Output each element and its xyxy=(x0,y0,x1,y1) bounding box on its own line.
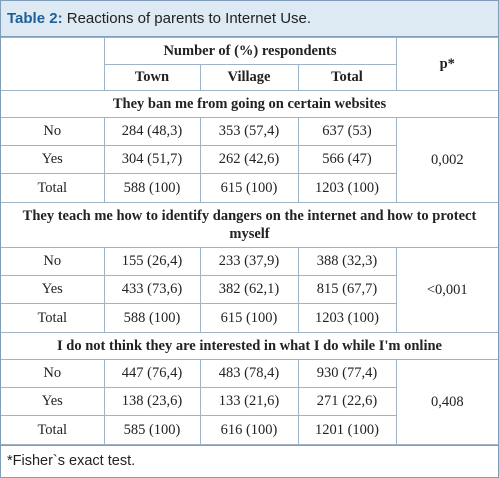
row-label: Total xyxy=(1,415,105,445)
cell: 284 (48,3) xyxy=(103,117,201,146)
section-heading: I do not think they are interested in wh… xyxy=(1,332,498,360)
data-row: No 155 (26,4) 233 (37,9) 388 (32,3) <0,001 xyxy=(1,247,498,333)
cell: 588 (100) xyxy=(103,173,201,203)
table: Number of (%) respondents p* Town Villag… xyxy=(1,37,498,445)
cell: 637 (53) xyxy=(297,117,397,146)
cell: 930 (77,4) xyxy=(297,359,397,388)
header-cell: Total xyxy=(297,64,396,91)
p-value: 0,408 xyxy=(395,359,498,445)
cell: 382 (62,1) xyxy=(199,275,299,304)
cell: 353 (57,4) xyxy=(199,117,299,146)
section-heading: They teach me how to identify dangers on… xyxy=(1,202,498,248)
header-cell: p* xyxy=(395,37,498,91)
section-row: I do not think they are interested in wh… xyxy=(1,332,498,360)
header-cell xyxy=(1,37,105,91)
cell: 483 (78,4) xyxy=(199,359,299,388)
cell: 1203 (100) xyxy=(297,173,396,203)
cell: 155 (26,4) xyxy=(103,247,201,276)
header-cell: Number of (%) respondents xyxy=(103,37,397,65)
section-row: They ban me from going on certain websit… xyxy=(1,90,498,118)
p-value: 0,002 xyxy=(395,117,498,203)
header-row: Town Village Total xyxy=(1,64,498,91)
caption: Table 2: Reactions of parents to Interne… xyxy=(1,1,498,37)
row-label: Total xyxy=(1,303,105,333)
cell: 588 (100) xyxy=(103,303,201,333)
cell: 616 (100) xyxy=(199,415,299,445)
cell: 585 (100) xyxy=(103,415,201,445)
header-cell: Village xyxy=(199,64,299,91)
cell: 271 (22,6) xyxy=(297,387,396,416)
cell: 133 (21,6) xyxy=(199,387,299,416)
footnote: *Fisher`s exact test. xyxy=(1,445,498,476)
header-cell: Town xyxy=(104,64,201,91)
cell: 304 (51,7) xyxy=(103,145,201,174)
cell: 388 (32,3) xyxy=(297,247,397,276)
data-row: No 284 (48,3) 353 (57,4) 637 (53) 0,002 xyxy=(1,117,498,203)
row-label: No xyxy=(1,359,105,388)
data-row: Total 588 (100) 615 (100) 1203 (100) xyxy=(1,173,498,203)
cell: 447 (76,4) xyxy=(103,359,201,388)
row-label: No xyxy=(1,247,105,276)
data-row: Yes 304 (51,7) 262 (42,6) 566 (47) xyxy=(1,145,498,174)
cell: 233 (37,9) xyxy=(199,247,299,276)
caption-label: Table 2: xyxy=(7,10,63,27)
cell: 615 (100) xyxy=(199,303,299,333)
cell: 433 (73,6) xyxy=(103,275,201,304)
cell: 262 (42,6) xyxy=(199,145,299,174)
header-row: Number of (%) respondents p* xyxy=(1,37,498,91)
data-row: No 447 (76,4) 483 (78,4) 930 (77,4) 0,408 xyxy=(1,359,498,445)
caption-text: Reactions of parents to Internet Use. xyxy=(66,10,312,27)
row-label: Yes xyxy=(1,275,105,304)
cell: 815 (67,7) xyxy=(297,275,396,304)
data-row: Total 585 (100) 616 (100) 1201 (100) xyxy=(1,415,498,445)
section-row: They teach me how to identify dangers on… xyxy=(1,202,498,248)
row-label: Yes xyxy=(1,145,105,174)
row-label: No xyxy=(1,117,105,146)
p-value: <0,001 xyxy=(395,247,498,333)
data-row: Total 588 (100) 615 (100) 1203 (100) xyxy=(1,303,498,333)
row-label: Yes xyxy=(1,387,105,416)
section-heading: They ban me from going on certain websit… xyxy=(1,90,498,118)
cell: 566 (47) xyxy=(297,145,396,174)
cell: 1203 (100) xyxy=(297,303,396,333)
cell: 138 (23,6) xyxy=(103,387,201,416)
cell: 1201 (100) xyxy=(297,415,396,445)
row-label: Total xyxy=(1,173,105,203)
cell: 615 (100) xyxy=(199,173,299,203)
data-row: Yes 433 (73,6) 382 (62,1) 815 (67,7) xyxy=(1,275,498,304)
